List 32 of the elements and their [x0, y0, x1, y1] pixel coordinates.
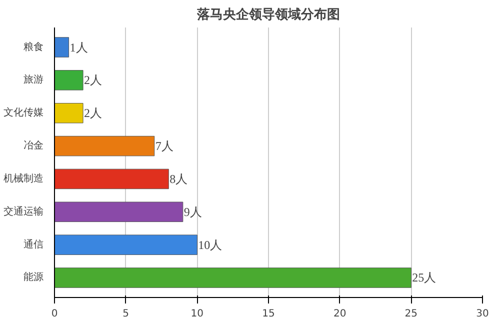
data-label: 2人 — [84, 106, 102, 120]
bar — [54, 268, 412, 288]
y-tick-label: 文化传媒 — [4, 106, 44, 119]
y-tick-label: 能源 — [24, 271, 44, 284]
y-tick-label: 旅游 — [24, 74, 44, 86]
bar — [54, 37, 70, 58]
y-tick-label: 机械制造 — [4, 172, 44, 184]
bar — [54, 70, 84, 90]
bar — [54, 202, 184, 222]
data-label: 2人 — [84, 73, 102, 88]
x-tick-label: 5 — [122, 308, 130, 319]
y-tick-label: 通信 — [24, 238, 44, 250]
data-label: 10人 — [198, 238, 222, 252]
x-tick-label: 25 — [404, 308, 418, 319]
bar — [54, 168, 169, 190]
bar — [54, 234, 198, 255]
data-label: 25人 — [412, 270, 436, 285]
bar — [54, 136, 155, 156]
y-tick-label: 粮食 — [24, 40, 44, 53]
x-tick-label: 20 — [333, 308, 346, 319]
x-tick-label: 0 — [51, 308, 58, 319]
x-tick-label: 30 — [476, 308, 489, 319]
data-label: 1人 — [70, 40, 88, 54]
x-tick-label: 10 — [190, 308, 204, 319]
data-label: 9人 — [184, 204, 202, 219]
y-tick-label: 冶金 — [24, 140, 44, 152]
y-tick-label: 交通运输 — [4, 205, 44, 218]
data-label: 8人 — [170, 172, 188, 186]
bar — [54, 102, 84, 124]
x-tick-label: 15 — [262, 308, 275, 319]
chart-title: 落马央企领导领域分布图 — [196, 8, 340, 22]
data-label: 7人 — [155, 139, 174, 154]
